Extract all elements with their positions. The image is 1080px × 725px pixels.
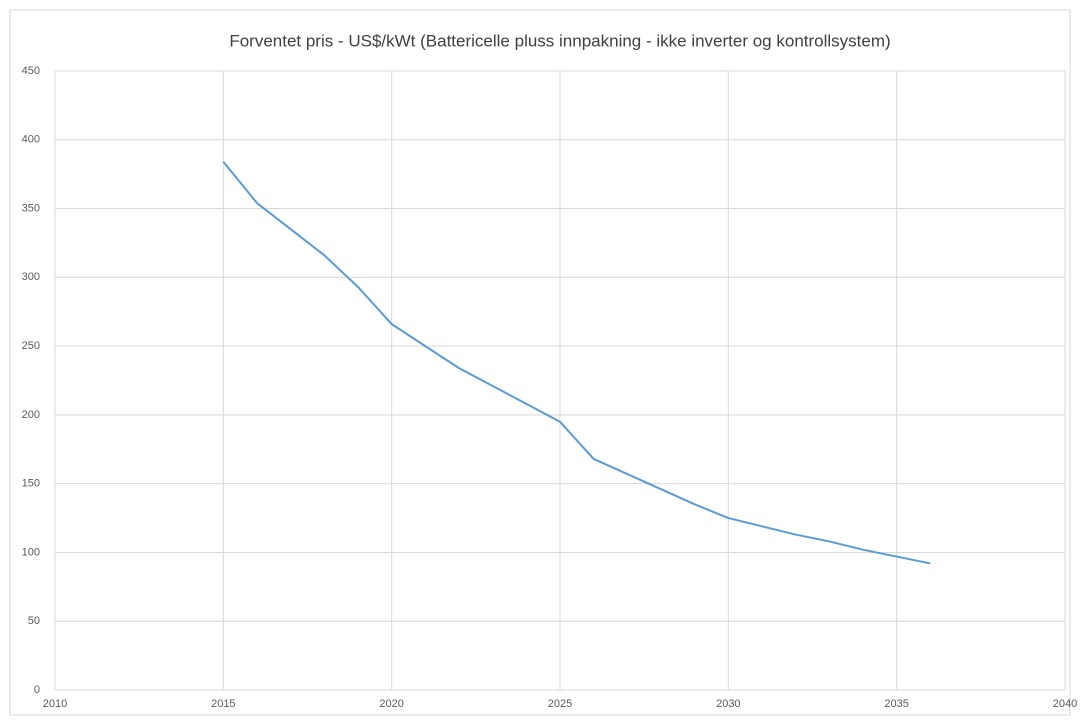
y-tick-label: 300 xyxy=(22,271,40,283)
x-tick-label: 2020 xyxy=(379,698,403,710)
x-tick-label: 2025 xyxy=(548,698,572,710)
chart-border xyxy=(9,9,1071,716)
line xyxy=(222,161,931,565)
y-tick-label: 50 xyxy=(28,615,40,627)
y-tick-label: 450 xyxy=(22,65,40,77)
x-tick-label: 2040 xyxy=(1053,698,1077,710)
y-tick-label: 350 xyxy=(22,202,40,214)
y-tick-label: 400 xyxy=(22,134,40,146)
y-tick-label: 100 xyxy=(22,546,40,558)
x-tick-label: 2015 xyxy=(211,698,235,710)
x-tick-label: 2010 xyxy=(43,698,67,710)
x-tick-label: 2035 xyxy=(884,698,908,710)
x-tick-label: 2030 xyxy=(716,698,740,710)
y-tick-label: 200 xyxy=(22,409,40,421)
y-tick-label: 0 xyxy=(34,684,40,696)
y-tick-label: 250 xyxy=(22,340,40,352)
y-tick-label: 150 xyxy=(22,478,40,490)
chart-title: Forventet pris - US$/kWt (Battericelle p… xyxy=(229,31,890,50)
